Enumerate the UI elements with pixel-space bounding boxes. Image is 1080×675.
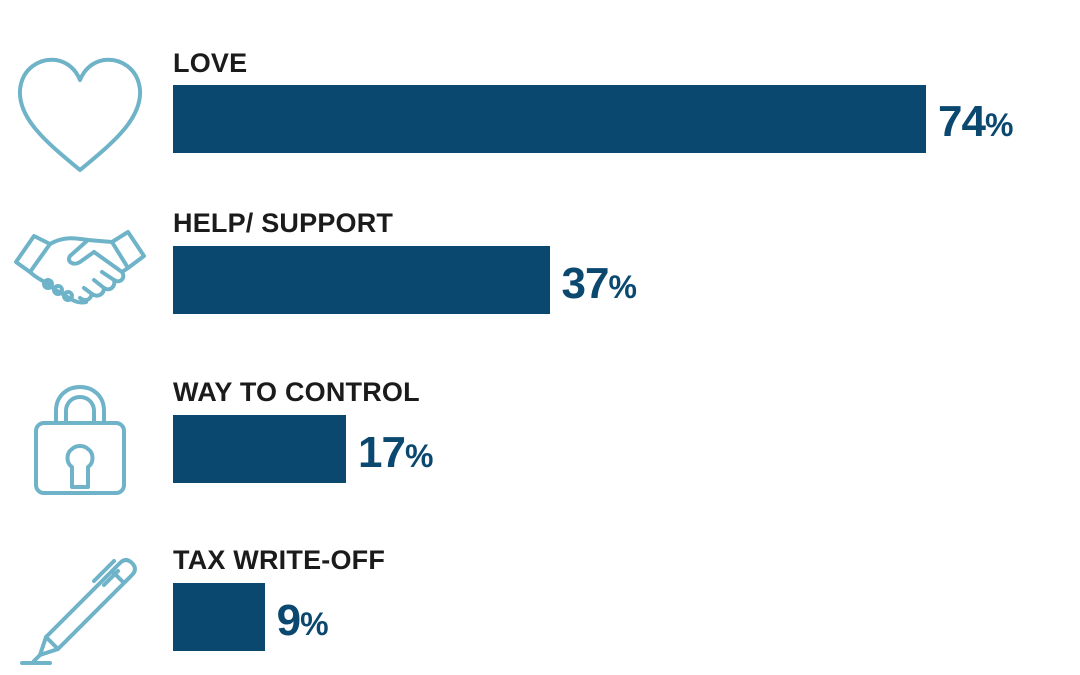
bar-label: LOVE [173, 48, 248, 78]
value-label: 74% [938, 100, 1013, 144]
value-number: 17 [357, 428, 406, 477]
bar-chart: LOVE 74% HELP/ SUP [0, 48, 1080, 665]
value-unit: % [984, 107, 1014, 143]
value-unit: % [404, 438, 434, 474]
value-label: 9% [277, 599, 329, 643]
value-number: 37 [561, 259, 610, 308]
bar [173, 85, 926, 153]
bar [173, 246, 550, 314]
bar-row-way-to-control: WAY TO CONTROL 17% [0, 377, 1080, 497]
value-label: 37% [562, 262, 637, 306]
bar [173, 415, 346, 483]
bar-row-love: LOVE 74% [0, 48, 1080, 172]
bar-label: TAX WRITE-OFF [173, 545, 386, 575]
bar-label: HELP/ SUPPORT [173, 208, 394, 238]
value-unit: % [608, 269, 637, 305]
value-unit: % [300, 606, 329, 642]
value-label: 17% [358, 431, 433, 475]
bar [173, 583, 265, 651]
pen-icon [10, 545, 150, 675]
heart-icon [10, 50, 150, 180]
bar-row-tax-write-off: TAX WRITE-OFF 9% [0, 545, 1080, 665]
handshake-icon [10, 200, 150, 330]
bar-label: WAY TO CONTROL [173, 377, 420, 407]
value-number: 9 [276, 596, 302, 645]
value-number: 74 [938, 97, 986, 146]
bar-row-help-support: HELP/ SUPPORT 37% [0, 208, 1080, 328]
padlock-icon [10, 377, 150, 507]
